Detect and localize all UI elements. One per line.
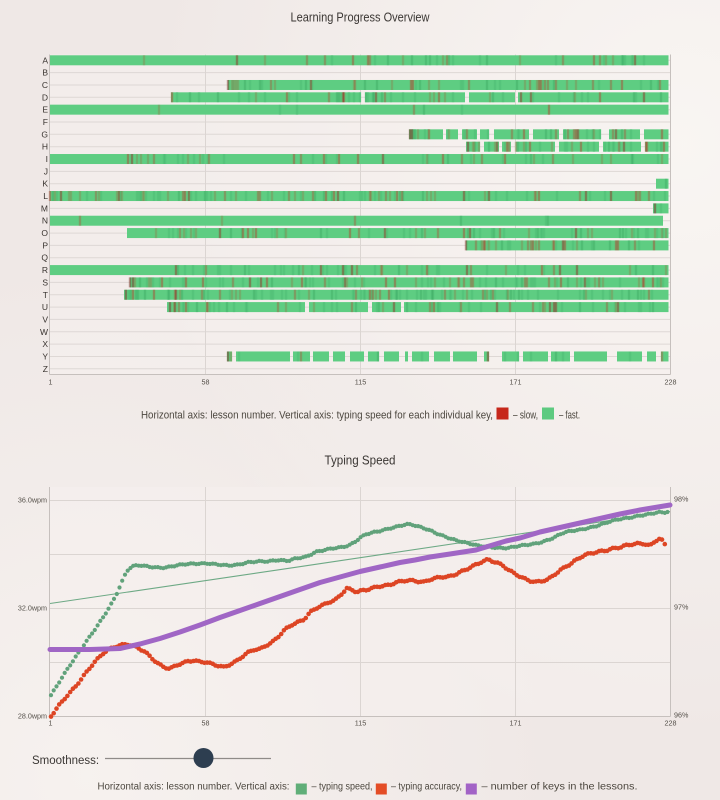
svg-text:171: 171 <box>510 719 522 728</box>
svg-text:L: L <box>43 191 48 201</box>
svg-text:C: C <box>42 80 48 90</box>
svg-text:– fast.: – fast. <box>559 410 580 422</box>
svg-text:X: X <box>42 339 48 349</box>
svg-text:58: 58 <box>202 378 210 387</box>
svg-text:228: 228 <box>665 378 677 387</box>
svg-text:K: K <box>42 179 48 189</box>
svg-text:Smoothness:: Smoothness: <box>32 755 99 767</box>
svg-text:R: R <box>42 265 48 275</box>
svg-text:1: 1 <box>49 378 53 387</box>
svg-text:E: E <box>42 105 48 115</box>
svg-text:– number of keys in the lesson: – number of keys in the lessons. <box>482 782 638 793</box>
svg-text:U: U <box>42 302 48 312</box>
svg-text:32.0wpm: 32.0wpm <box>18 604 47 613</box>
svg-text:Learning Progress Overview: Learning Progress Overview <box>291 10 431 25</box>
svg-text:Y: Y <box>42 352 48 362</box>
svg-text:228: 228 <box>665 719 677 728</box>
svg-text:F: F <box>43 117 48 127</box>
svg-text:Z: Z <box>43 364 48 374</box>
svg-text:N: N <box>42 216 48 226</box>
svg-text:Horizontal axis: lesson number: Horizontal axis: lesson number. Vertical… <box>141 410 493 422</box>
svg-text:1: 1 <box>49 719 53 728</box>
svg-text:H: H <box>42 142 48 152</box>
svg-text:58: 58 <box>202 719 210 728</box>
svg-text:V: V <box>42 314 48 324</box>
svg-text:115: 115 <box>355 719 366 728</box>
svg-text:Typing Speed: Typing Speed <box>325 453 396 468</box>
svg-text:D: D <box>42 92 48 102</box>
svg-text:B: B <box>42 68 48 78</box>
svg-text:98%: 98% <box>674 495 689 504</box>
svg-text:O: O <box>41 228 48 238</box>
svg-text:28.0wpm: 28.0wpm <box>18 712 47 721</box>
svg-text:A: A <box>42 55 48 65</box>
svg-text:– typing accuracy,: – typing accuracy, <box>391 782 462 793</box>
svg-text:S: S <box>42 277 48 287</box>
svg-text:36.0wpm: 36.0wpm <box>18 496 47 505</box>
svg-text:171: 171 <box>510 378 522 387</box>
svg-text:115: 115 <box>355 378 366 387</box>
svg-text:G: G <box>41 129 48 139</box>
svg-text:Q: Q <box>41 253 48 263</box>
svg-text:I: I <box>46 154 48 164</box>
svg-text:P: P <box>42 240 48 250</box>
svg-text:– typing speed,: – typing speed, <box>312 782 373 793</box>
svg-text:96%: 96% <box>674 711 689 720</box>
svg-text:– slow,: – slow, <box>513 410 538 422</box>
svg-text:J: J <box>44 166 48 176</box>
svg-text:T: T <box>43 290 48 300</box>
svg-text:W: W <box>40 327 48 337</box>
svg-text:M: M <box>41 203 48 213</box>
svg-text:97%: 97% <box>674 603 689 612</box>
svg-text:Horizontal axis: lesson number: Horizontal axis: lesson number. Vertical… <box>98 782 290 793</box>
